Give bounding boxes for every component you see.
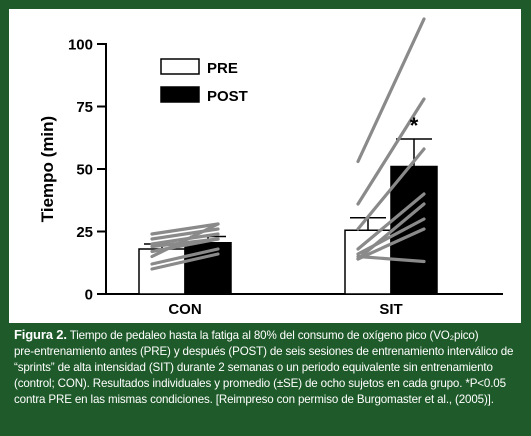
legend-label-post: POST (207, 88, 248, 105)
bar-pre-con (138, 248, 186, 295)
bar-chart: 0 25 50 75 100 Tiempo (min) CON SIT * PRE POST (38, 17, 503, 318)
individual-line-con (150, 252, 220, 271)
individual-line-sit (356, 217, 426, 256)
individual-line-sit (356, 17, 426, 164)
individual-line-con (150, 232, 220, 246)
bar-post-sit (390, 165, 438, 295)
y-tick-label: 25 (76, 224, 93, 241)
legend-label-pre: PRE (207, 60, 238, 77)
chart-panel: 0 25 50 75 100 Tiempo (min) CON SIT * PRE POST (9, 9, 521, 323)
individual-line-con (150, 237, 220, 249)
figure-caption: Figura 2. Tiempo de pedaleo hasta la fat… (14, 327, 522, 408)
y-tick-label: 50 (76, 162, 93, 179)
individual-line-sit (356, 97, 426, 206)
caption-text: Tiempo de pedaleo hasta la fatiga al 80%… (14, 329, 514, 406)
individual-line-con (150, 247, 220, 266)
individual-line-sit (356, 254, 426, 264)
individual-lines-group (150, 17, 426, 271)
y-tick-label: 75 (76, 99, 93, 116)
individual-line-sit (356, 192, 426, 251)
individual-line-sit (356, 147, 426, 231)
y-axis-title: Tiempo (min) (38, 116, 57, 222)
legend-swatch-post (160, 86, 200, 103)
individual-line-con (150, 222, 220, 236)
caption-figure-label: Figura 2. (14, 327, 67, 342)
y-tick-label: 100 (68, 37, 93, 54)
x-category-label: SIT (379, 301, 402, 318)
individual-line-con (150, 227, 220, 241)
individual-line-sit (356, 227, 426, 261)
legend-swatch-pre (160, 58, 200, 75)
x-category-label: CON (168, 301, 201, 318)
y-tick-label: 0 (85, 287, 93, 304)
significance-asterisk: * (410, 113, 419, 138)
